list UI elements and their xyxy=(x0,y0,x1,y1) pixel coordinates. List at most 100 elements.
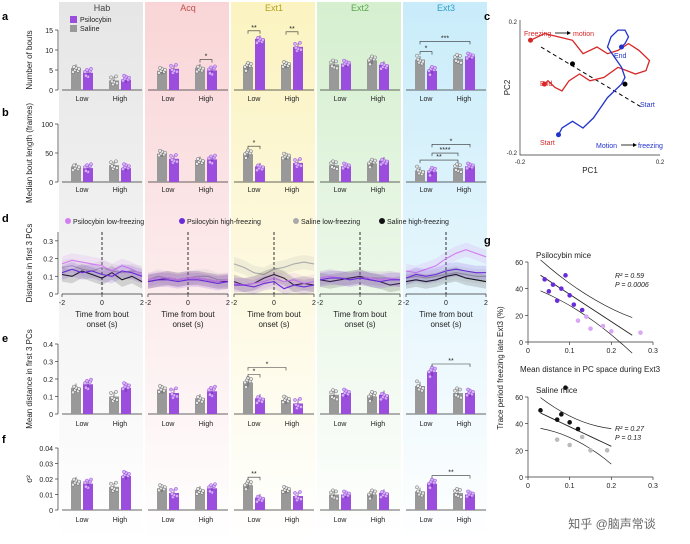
x-tick-label-high: High xyxy=(199,187,214,194)
trace-band-psi-low xyxy=(406,242,486,280)
data-point xyxy=(261,165,265,170)
data-point xyxy=(299,47,303,52)
x-axis-label: PC1 xyxy=(582,166,598,175)
data-point xyxy=(334,160,338,165)
data-point xyxy=(298,40,302,45)
data-point xyxy=(415,164,419,169)
data-point xyxy=(169,387,173,392)
data-point xyxy=(368,496,372,501)
data-point xyxy=(466,387,470,392)
scatter-point-high xyxy=(579,307,585,313)
x-tick-label: 0 xyxy=(272,300,276,307)
data-point xyxy=(453,388,457,393)
y-tick-label: 40 xyxy=(515,287,523,294)
bar-psilocybin-low xyxy=(341,166,351,182)
data-point xyxy=(421,491,425,496)
data-point xyxy=(196,395,200,399)
data-point xyxy=(416,384,420,388)
data-point xyxy=(455,386,459,391)
scatter-point-low xyxy=(604,448,610,453)
x-tick-label: 0.2 xyxy=(606,483,616,490)
data-point xyxy=(416,489,420,494)
data-point xyxy=(294,45,298,50)
confidence-band-lower xyxy=(540,428,612,465)
x-tick-label-low: Low xyxy=(334,96,348,103)
data-point xyxy=(455,487,459,491)
data-point xyxy=(174,62,178,67)
bar-saline-low xyxy=(243,382,253,414)
scatter-point-low xyxy=(575,318,581,323)
x-tick-label: 0.3 xyxy=(648,483,658,490)
data-point xyxy=(331,388,335,392)
x-tick-label-low: Low xyxy=(248,96,262,103)
data-point xyxy=(163,67,167,72)
significance-label: ** xyxy=(251,25,257,32)
x-tick-label: -2 xyxy=(403,300,409,307)
x-tick-label-low: Low xyxy=(248,421,262,428)
stage-title-hab: Hab xyxy=(94,3,111,13)
trajectory-start-marker xyxy=(528,37,533,43)
y-axis-label: Distance in first 3 PCs xyxy=(25,224,34,303)
bar-psilocybin-high xyxy=(379,394,389,414)
scatter-point-high xyxy=(554,417,560,422)
bar-saline-low xyxy=(71,68,81,90)
data-point xyxy=(458,387,462,392)
data-point xyxy=(196,486,200,491)
data-point xyxy=(158,483,162,488)
panel-letter-f: f xyxy=(2,434,6,446)
scatter-title: Psilocybin mice xyxy=(536,251,592,260)
data-point xyxy=(380,61,384,66)
x-tick-label-low: Low xyxy=(334,517,348,524)
y-tick-label: 20 xyxy=(515,313,523,320)
data-point xyxy=(428,173,432,178)
y-tick-label: 60 xyxy=(515,395,523,402)
data-point xyxy=(342,58,346,63)
data-point xyxy=(261,496,265,501)
significance-label: ** xyxy=(448,470,454,477)
data-point xyxy=(455,162,459,167)
bar-saline-low xyxy=(415,59,425,90)
data-point xyxy=(201,66,205,71)
data-point xyxy=(385,63,389,68)
scatter-point-low xyxy=(554,437,560,442)
bar-psilocybin-low xyxy=(169,492,179,510)
data-point xyxy=(471,163,475,168)
data-point xyxy=(208,392,212,397)
data-point xyxy=(293,491,297,495)
data-point xyxy=(416,57,420,62)
legend-label: Psilocybin low-freezing xyxy=(73,219,144,226)
x-tick-label-high: High xyxy=(199,96,214,103)
x-tick-label: 2 xyxy=(312,300,316,307)
scatter-point-high xyxy=(554,298,560,303)
bar-psilocybin-high xyxy=(465,393,475,414)
bar-psilocybin-low xyxy=(255,166,265,182)
x-tick-label: 0.3 xyxy=(648,348,658,355)
data-point xyxy=(244,156,248,160)
x-tick-label: 0 xyxy=(186,300,190,307)
bar-psilocybin-low xyxy=(83,384,93,414)
data-point xyxy=(174,153,178,157)
y-axis-label: σ² xyxy=(25,475,34,483)
data-point xyxy=(380,157,384,162)
bar-saline-high xyxy=(195,159,205,182)
data-point xyxy=(331,159,335,164)
data-point xyxy=(298,490,302,494)
x-tick-label-low: Low xyxy=(162,421,176,428)
significance-label: * xyxy=(425,46,428,53)
watermark-text: 知乎 @脑声常谈 xyxy=(568,517,656,531)
data-point xyxy=(458,53,462,58)
legend-marker xyxy=(65,218,71,224)
legend-label: Psilocybin high-freezing xyxy=(187,219,261,226)
data-point xyxy=(430,165,434,170)
data-point xyxy=(72,477,76,482)
data-point xyxy=(83,381,87,385)
x-tick-label-high: High xyxy=(371,96,386,103)
data-point xyxy=(256,494,260,499)
data-point xyxy=(465,393,469,398)
x-tick-label-high: High xyxy=(285,421,300,428)
data-point xyxy=(109,391,113,395)
data-point xyxy=(385,492,389,496)
data-point xyxy=(196,64,200,69)
significance-label: * xyxy=(450,138,453,145)
x-tick-label-high: High xyxy=(113,187,128,194)
